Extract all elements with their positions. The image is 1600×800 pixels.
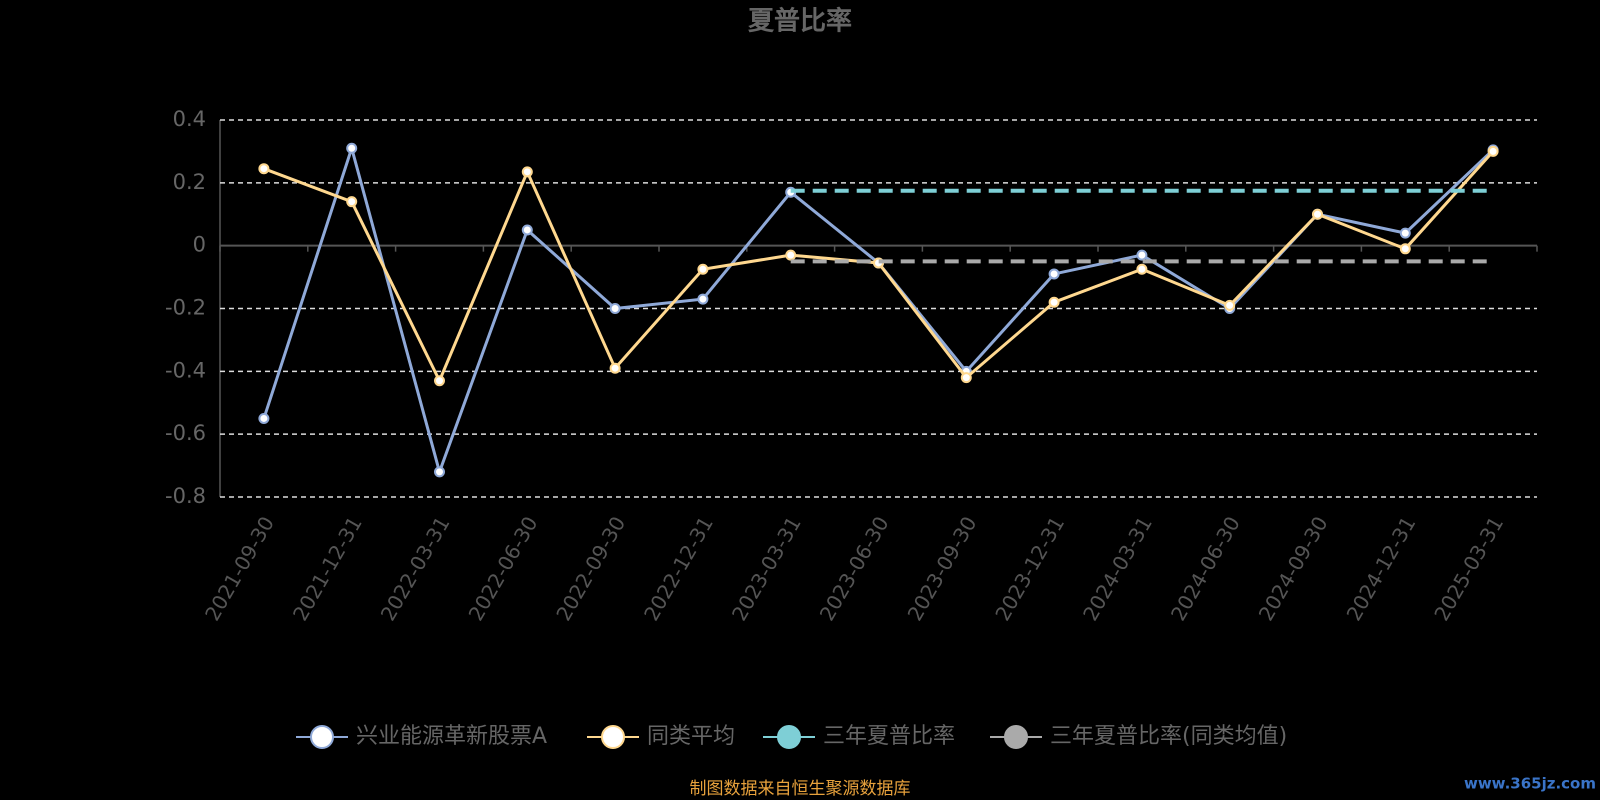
data-point [521,224,533,236]
legend-icon [310,725,334,749]
legend-label: 兴业能源革新股票A [356,724,547,749]
data-point [697,263,709,275]
data-point [1487,145,1499,157]
legend-label: 三年夏普比率 [823,724,955,749]
data-point [258,412,270,424]
data-point [258,163,270,175]
data-point [434,466,445,478]
chart-title: 夏普比率 [748,6,852,37]
y-tick-label: -0.8 [165,484,206,508]
data-point [1224,299,1236,311]
data-point [434,375,445,387]
data-point [609,303,621,314]
data-point [1399,227,1411,239]
data-point [697,293,709,305]
data-point [346,142,358,154]
data-point [785,249,797,261]
data-point [1136,263,1148,275]
data-point [346,196,358,208]
data-point [609,362,621,374]
data-point [1399,243,1411,255]
y-tick-label: -0.6 [165,421,206,445]
y-tick-label: 0.2 [173,170,206,194]
data-point [1312,208,1323,220]
y-tick-label: 0.4 [173,107,206,131]
y-tick-label: 0 [193,233,206,257]
legend-icon [777,725,801,749]
legend-label: 三年夏普比率(同类均值) [1050,724,1287,749]
y-tick-label: -0.4 [165,358,206,382]
data-point [1136,249,1148,261]
data-point [1048,296,1060,308]
data-point [521,166,533,178]
source-note: 制图数据来自恒生聚源数据库 [690,779,911,799]
data-point [960,372,972,384]
watermark: www.365jz.com [1464,775,1596,793]
y-tick-label: -0.2 [165,296,206,320]
legend-icon [601,725,625,749]
legend-icon [1004,725,1028,749]
legend-label: 同类平均 [647,724,735,749]
data-point [1048,268,1060,280]
